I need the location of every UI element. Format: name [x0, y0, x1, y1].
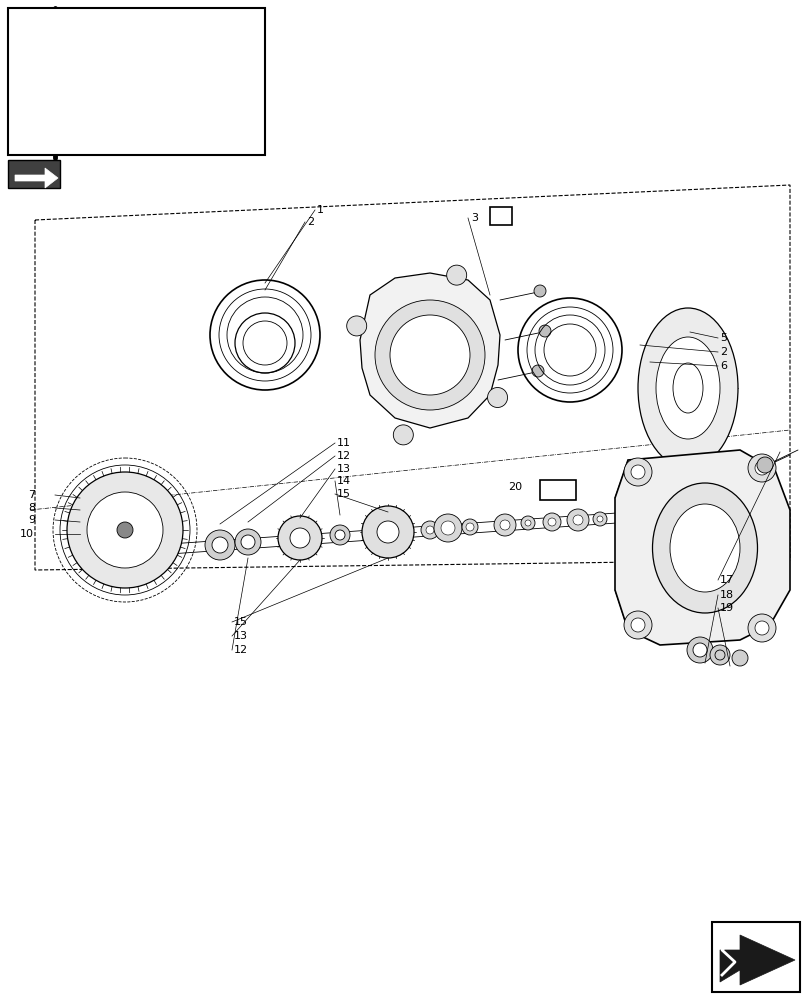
Circle shape [500, 520, 509, 530]
Text: 12: 12 [337, 451, 350, 461]
Ellipse shape [109, 55, 180, 115]
Text: 11: 11 [337, 438, 350, 448]
Text: 9: 9 [28, 515, 35, 525]
Ellipse shape [655, 337, 719, 439]
Circle shape [329, 525, 350, 545]
Text: 4: 4 [496, 211, 504, 221]
Circle shape [290, 528, 310, 548]
Circle shape [426, 526, 433, 534]
Text: 10: 10 [20, 529, 34, 539]
Text: 8: 8 [28, 503, 35, 513]
Circle shape [389, 315, 470, 395]
Text: 13: 13 [234, 631, 247, 641]
Circle shape [117, 522, 133, 538]
Circle shape [630, 465, 644, 479]
Circle shape [525, 520, 530, 526]
Ellipse shape [672, 363, 702, 413]
Text: 2: 2 [719, 347, 726, 357]
Circle shape [531, 365, 543, 377]
Circle shape [420, 521, 439, 539]
Circle shape [709, 645, 729, 665]
Bar [8, 8, 264, 155]
Text: 14: 14 [337, 476, 350, 486]
Circle shape [592, 512, 607, 526]
Ellipse shape [34, 53, 76, 118]
Circle shape [596, 516, 603, 522]
Circle shape [539, 325, 551, 337]
Circle shape [346, 316, 367, 336]
Bar [711, 922, 799, 992]
Circle shape [630, 618, 644, 632]
Circle shape [754, 461, 768, 475]
Circle shape [573, 515, 582, 525]
Circle shape [87, 492, 163, 568]
Text: 3: 3 [470, 213, 478, 223]
Circle shape [521, 516, 534, 530]
Text: 6: 6 [719, 361, 726, 371]
Text: 12: 12 [234, 645, 248, 655]
Circle shape [623, 611, 651, 639]
Circle shape [212, 537, 228, 553]
Circle shape [461, 519, 478, 535]
Text: 5: 5 [719, 333, 726, 343]
Bar [8, 160, 60, 188]
Circle shape [534, 285, 545, 297]
Text: 18: 18 [719, 590, 733, 600]
Circle shape [446, 265, 466, 285]
Circle shape [543, 513, 560, 531]
Ellipse shape [652, 483, 757, 613]
Circle shape [375, 300, 484, 410]
Ellipse shape [221, 63, 249, 107]
Text: 20: 20 [508, 482, 521, 492]
Ellipse shape [637, 308, 737, 468]
Ellipse shape [214, 53, 255, 118]
Text: 15: 15 [337, 489, 350, 499]
Circle shape [440, 521, 454, 535]
Text: 16: 16 [550, 485, 565, 495]
Circle shape [67, 472, 182, 588]
Circle shape [692, 643, 706, 657]
Circle shape [433, 514, 461, 542]
Circle shape [493, 514, 515, 536]
Circle shape [335, 530, 345, 540]
Circle shape [547, 518, 556, 526]
Circle shape [756, 457, 772, 473]
Circle shape [747, 454, 775, 482]
Text: 7: 7 [28, 490, 35, 500]
Circle shape [686, 637, 712, 663]
Circle shape [376, 521, 398, 543]
Text: 1: 1 [316, 205, 324, 215]
Text: 13: 13 [337, 464, 350, 474]
Circle shape [362, 506, 414, 558]
Circle shape [566, 509, 588, 531]
Text: 17: 17 [719, 575, 733, 585]
Circle shape [393, 425, 413, 445]
Polygon shape [719, 935, 794, 985]
Circle shape [731, 650, 747, 666]
Polygon shape [15, 168, 58, 188]
Circle shape [466, 523, 474, 531]
Circle shape [241, 535, 255, 549]
Circle shape [277, 516, 322, 560]
Polygon shape [614, 450, 789, 645]
Ellipse shape [669, 504, 739, 592]
Circle shape [754, 621, 768, 635]
Polygon shape [359, 273, 500, 428]
Text: 19: 19 [719, 603, 733, 613]
Bar [489, 207, 512, 225]
Text: 2: 2 [307, 217, 314, 227]
Ellipse shape [121, 64, 169, 106]
Circle shape [623, 458, 651, 486]
Circle shape [487, 387, 507, 408]
Bar [539, 480, 575, 500]
Circle shape [204, 530, 234, 560]
Text: 15: 15 [234, 617, 247, 627]
Circle shape [747, 614, 775, 642]
Ellipse shape [41, 63, 69, 107]
Circle shape [234, 529, 260, 555]
